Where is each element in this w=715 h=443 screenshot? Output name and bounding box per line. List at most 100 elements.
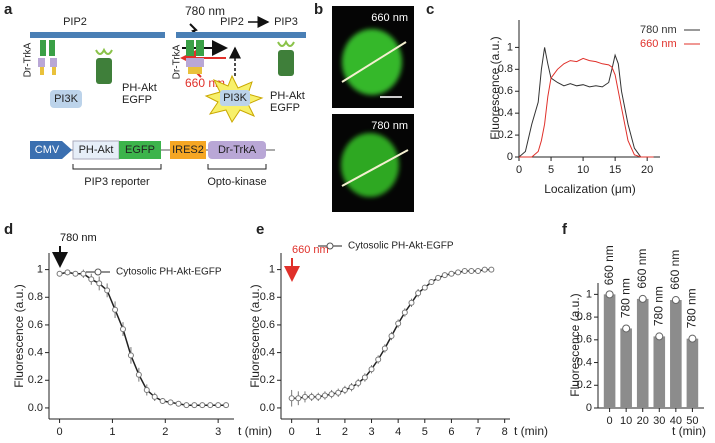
marker (159, 398, 166, 405)
x-axis-label: Localization (μm) (544, 182, 636, 196)
reporter (96, 58, 112, 84)
receptor (188, 67, 202, 74)
marker (408, 299, 415, 306)
x-tick-label: 5 (422, 426, 428, 438)
marker (605, 290, 614, 299)
marker (143, 386, 150, 393)
reporter-head (277, 39, 295, 47)
marker (104, 287, 111, 294)
marker (295, 395, 302, 402)
x-tick-label: 0 (516, 164, 522, 176)
marker (401, 309, 408, 316)
bracket-label: Opto-kinase (207, 176, 266, 188)
marker (622, 324, 631, 333)
x-tick-label: 3 (215, 426, 221, 438)
marker (428, 279, 435, 286)
x-tick-label: 10 (577, 164, 589, 176)
marker (368, 366, 375, 373)
cell (342, 29, 402, 95)
construct-label: EGFP (125, 144, 155, 156)
marker (175, 400, 182, 407)
marker (167, 399, 174, 406)
micrograph: 660 nm (332, 6, 414, 108)
y-axis-label: Fluorescence (a.u.) (248, 284, 262, 387)
receptor-label: Dr-TrkA (172, 44, 183, 79)
gene (170, 141, 206, 159)
bar (620, 328, 632, 408)
line (59, 271, 227, 406)
panel-label: c (426, 1, 434, 18)
y-tick-label: 0.4 (577, 356, 592, 368)
marker (348, 384, 355, 391)
panel-label: b (314, 1, 323, 18)
marker (207, 402, 214, 409)
y-tick-label: 0.2 (28, 374, 43, 386)
marker (223, 402, 230, 409)
marker (56, 270, 63, 277)
marker (64, 269, 71, 276)
y-tick-label: 0 (507, 151, 513, 163)
image-label: 780 nm (371, 120, 408, 132)
receptor (50, 58, 57, 67)
marker (199, 402, 206, 409)
y-tick-label: 0.6 (577, 334, 592, 346)
y-tick-label: 0.4 (260, 347, 275, 359)
receptor (40, 40, 46, 56)
marker (395, 320, 402, 327)
x-tick-label: 0 (607, 415, 613, 427)
marker (120, 326, 126, 333)
marker (381, 345, 388, 352)
y-axis-label: Fluorescence (a.u.) (568, 293, 582, 396)
marker (455, 269, 462, 276)
y-tick-label: 0.6 (28, 319, 43, 331)
marker (671, 296, 680, 305)
marker (112, 306, 119, 313)
marker (308, 393, 315, 400)
marker (301, 393, 308, 400)
x-tick-label: 5 (548, 164, 554, 176)
promoter (30, 141, 72, 159)
marker (481, 266, 488, 273)
marker (96, 280, 103, 287)
marker (127, 352, 134, 359)
x-tick-label: 7 (475, 426, 481, 438)
light-label: 660 nm (185, 76, 225, 90)
marker (361, 374, 368, 381)
kinase (220, 90, 250, 106)
construct-label: CMV (35, 144, 60, 156)
marker (288, 395, 295, 402)
reporter-head (95, 47, 113, 55)
y-tick-label: 0.8 (260, 291, 275, 303)
marker (328, 391, 335, 398)
x-tick-label: 6 (448, 426, 454, 438)
construct: CMV PH-Akt EGFP IRES2 Dr-TrkA PIP3 repor… (30, 140, 275, 188)
light-label: 780 nm (185, 4, 225, 18)
x-tick-label: 8 (502, 426, 508, 438)
y-tick-label: 0.2 (260, 374, 275, 386)
marker (488, 266, 495, 273)
legend-label: 780 nm (640, 24, 677, 36)
legend-label: Cytosolic PH-Akt-EGFP (348, 241, 454, 252)
marker (388, 333, 395, 339)
reporter-label: EGFP (270, 102, 300, 114)
marker (321, 392, 328, 399)
bar (603, 294, 616, 408)
x-tick-label: 20 (637, 415, 649, 427)
bracket (207, 164, 267, 170)
annotation: 660 nm (292, 244, 329, 256)
marker (215, 402, 222, 409)
legend-marker (326, 242, 334, 250)
y-tick-label: 1 (37, 264, 43, 276)
y-tick-label: 0.6 (498, 85, 513, 97)
bar-label: 660 nm (668, 250, 682, 290)
y-tick-label: 0.2 (498, 129, 513, 141)
panel-label: e (256, 221, 264, 238)
bar-label: 780 nm (651, 286, 665, 326)
diagram-left: PIP2 Dr-TrkA PI3K PH-Akt EGFP (23, 16, 165, 108)
membrane-label: PIP3 (274, 16, 298, 28)
legend-label: 660 nm (640, 38, 677, 50)
bar (653, 336, 666, 408)
marker (355, 380, 362, 387)
gene (119, 141, 161, 159)
receptor (52, 67, 56, 75)
